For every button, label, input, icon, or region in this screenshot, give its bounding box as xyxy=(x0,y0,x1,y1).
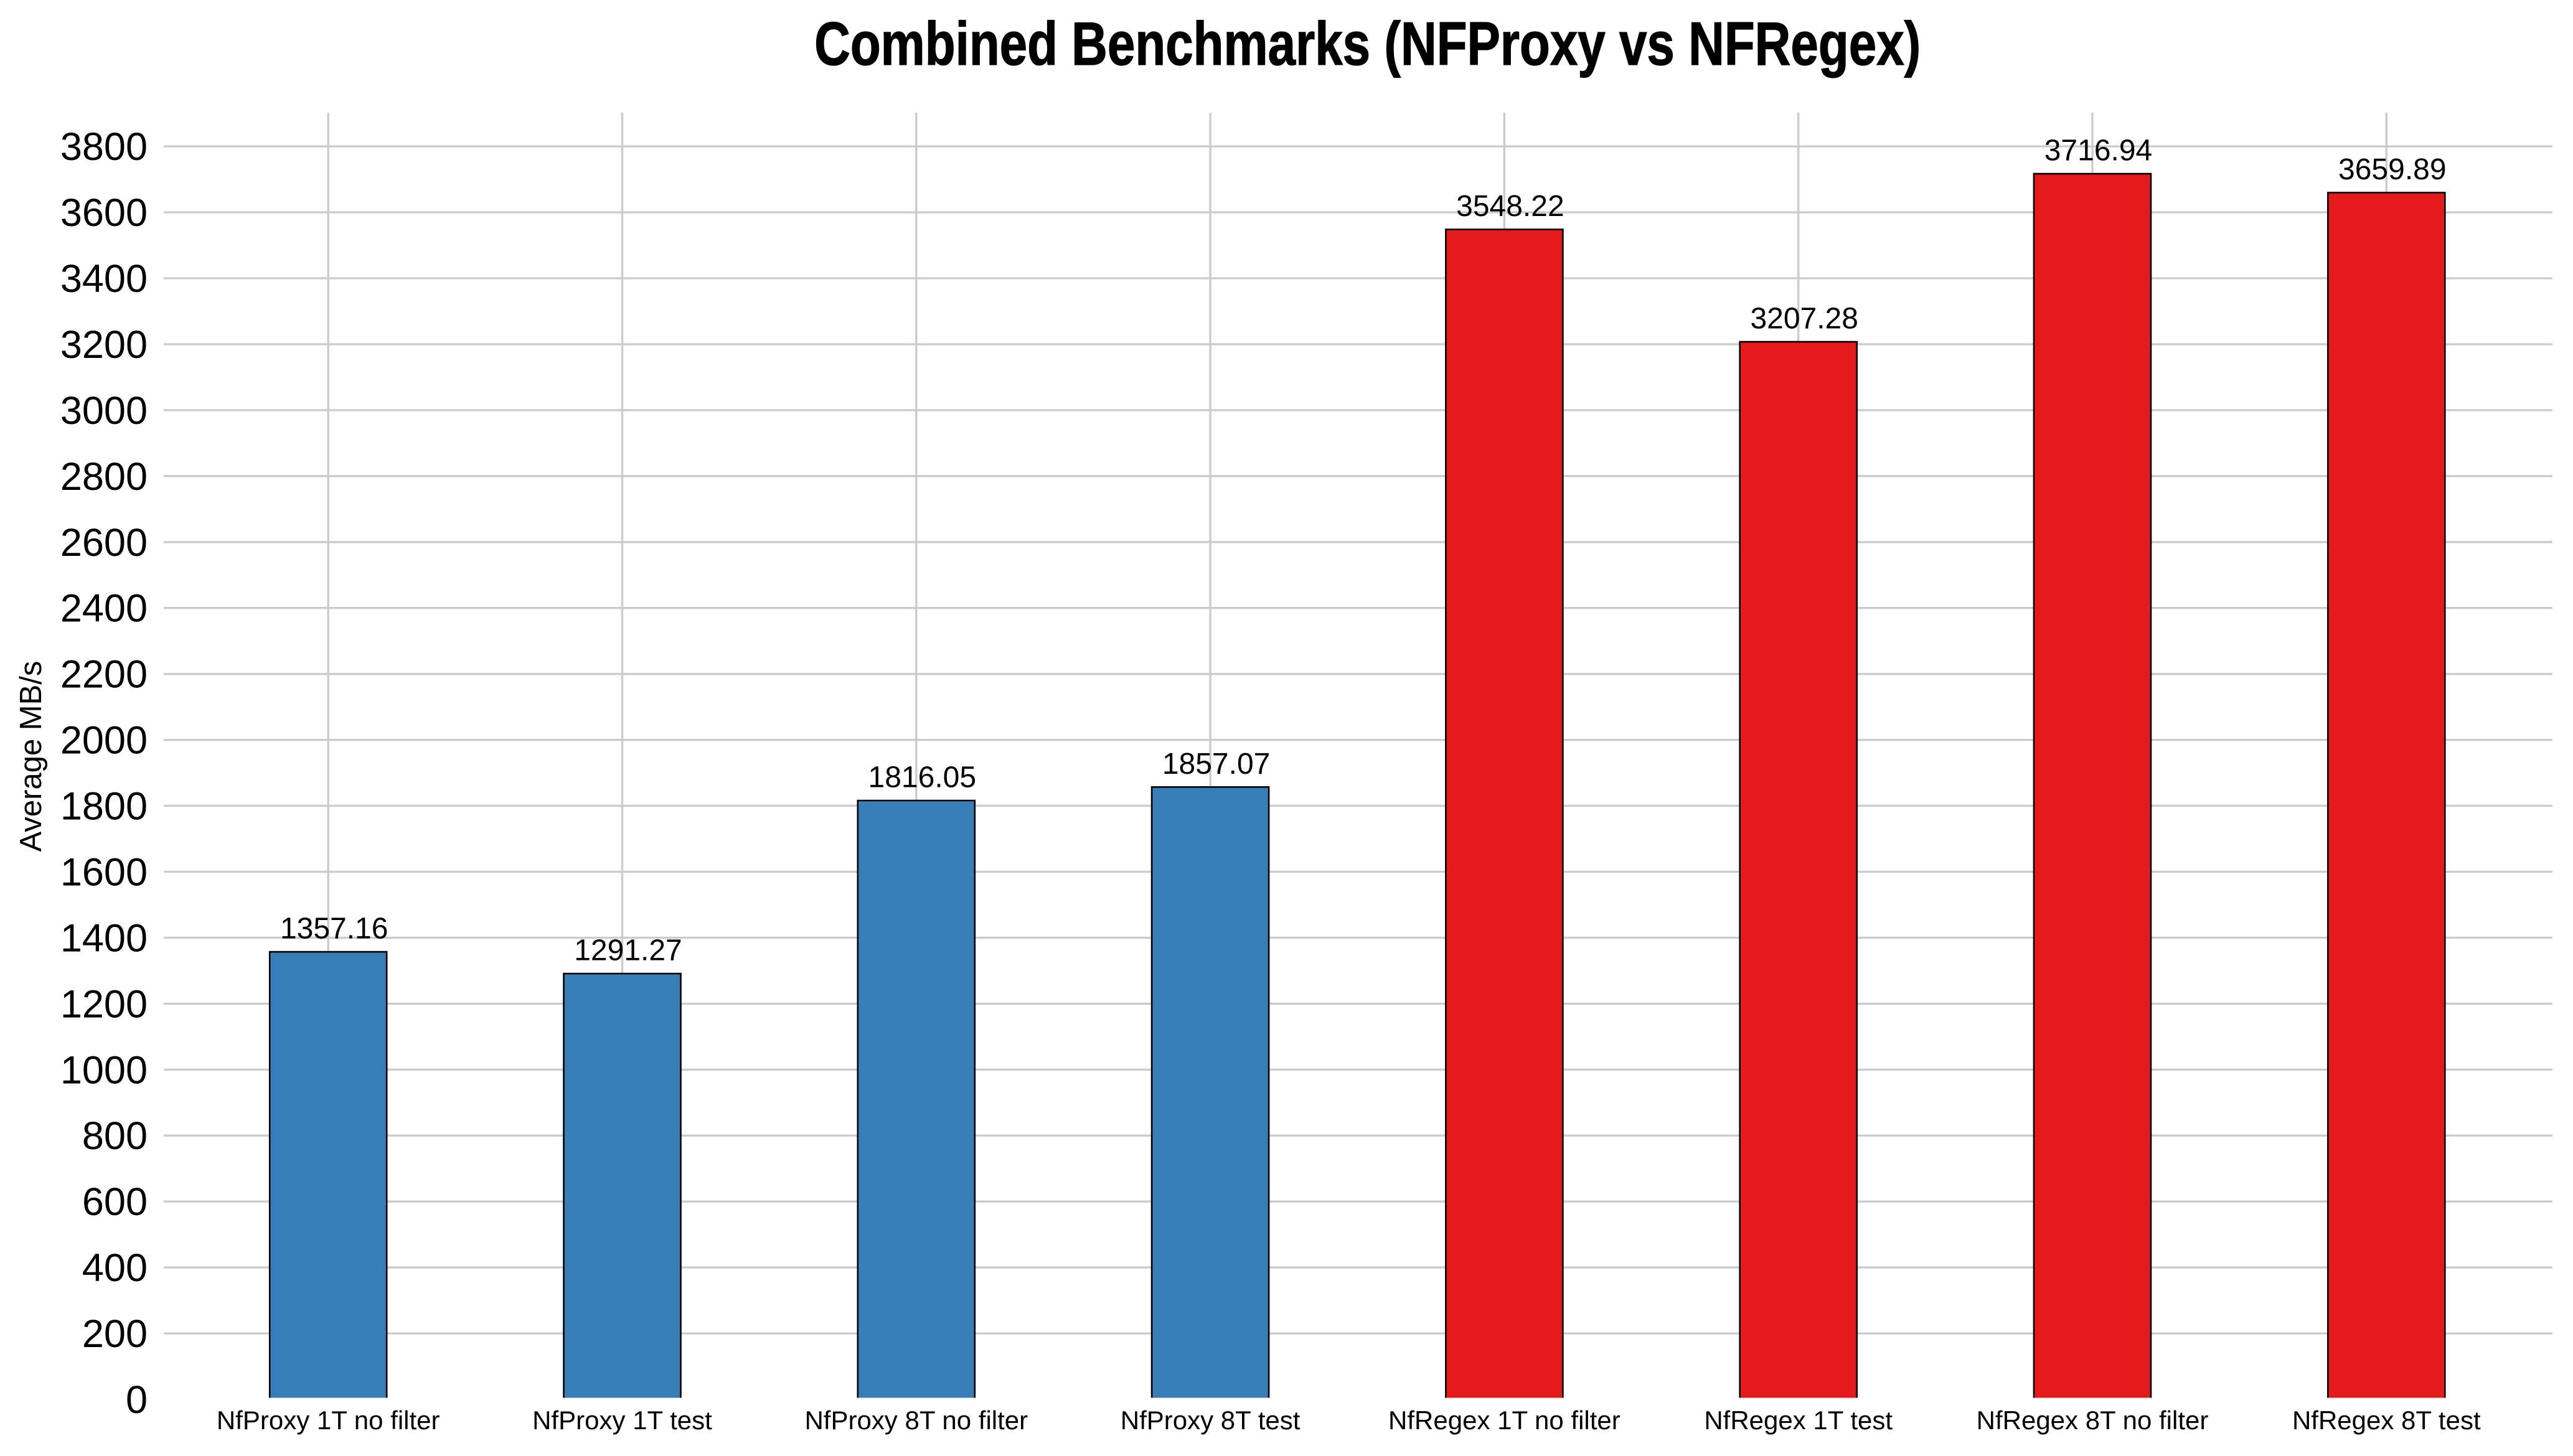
svg-text:NfRegex 8T no filter: NfRegex 8T no filter xyxy=(1977,1406,2209,1435)
svg-text:NfProxy 8T no filter: NfProxy 8T no filter xyxy=(804,1406,1028,1435)
svg-text:2800: 2800 xyxy=(60,455,148,499)
svg-text:3200: 3200 xyxy=(60,323,148,367)
svg-text:3400: 3400 xyxy=(60,257,148,301)
svg-text:600: 600 xyxy=(82,1180,148,1224)
svg-text:0: 0 xyxy=(126,1378,148,1422)
svg-text:3207.28: 3207.28 xyxy=(1750,303,1858,336)
svg-text:1600: 1600 xyxy=(60,851,148,895)
svg-text:1857.07: 1857.07 xyxy=(1162,748,1271,781)
svg-text:800: 800 xyxy=(82,1114,148,1158)
svg-text:NfProxy 8T test: NfProxy 8T test xyxy=(1121,1406,1301,1435)
svg-text:NfRegex 1T test: NfRegex 1T test xyxy=(1704,1406,1893,1435)
svg-text:3548.22: 3548.22 xyxy=(1456,190,1564,223)
svg-text:1816.05: 1816.05 xyxy=(868,761,977,794)
svg-text:NfRegex 1T no filter: NfRegex 1T no filter xyxy=(1388,1406,1620,1435)
svg-text:1357.16: 1357.16 xyxy=(280,913,388,946)
svg-text:NfRegex 8T test: NfRegex 8T test xyxy=(2292,1406,2481,1435)
svg-text:NfProxy 1T test: NfProxy 1T test xyxy=(532,1406,712,1435)
svg-text:NfProxy 1T no filter: NfProxy 1T no filter xyxy=(217,1406,440,1435)
svg-text:Average MB/s: Average MB/s xyxy=(14,661,48,852)
svg-text:400: 400 xyxy=(82,1246,148,1290)
svg-text:1291.27: 1291.27 xyxy=(574,934,682,967)
svg-text:2000: 2000 xyxy=(60,719,148,763)
svg-text:Combined Benchmarks (NFProxy v: Combined Benchmarks (NFProxy vs NFRegex) xyxy=(814,9,1921,78)
svg-text:3716.94: 3716.94 xyxy=(2044,134,2153,167)
svg-text:2200: 2200 xyxy=(60,653,148,697)
svg-text:1400: 1400 xyxy=(60,916,148,960)
svg-text:3000: 3000 xyxy=(60,389,148,433)
svg-text:3600: 3600 xyxy=(60,191,148,235)
svg-text:1800: 1800 xyxy=(60,785,148,829)
svg-text:200: 200 xyxy=(82,1312,148,1356)
svg-text:2400: 2400 xyxy=(60,587,148,631)
svg-text:2600: 2600 xyxy=(60,521,148,565)
svg-text:1000: 1000 xyxy=(60,1048,148,1092)
svg-text:3800: 3800 xyxy=(60,125,148,169)
svg-text:3659.89: 3659.89 xyxy=(2338,153,2447,186)
svg-text:1200: 1200 xyxy=(60,982,148,1026)
